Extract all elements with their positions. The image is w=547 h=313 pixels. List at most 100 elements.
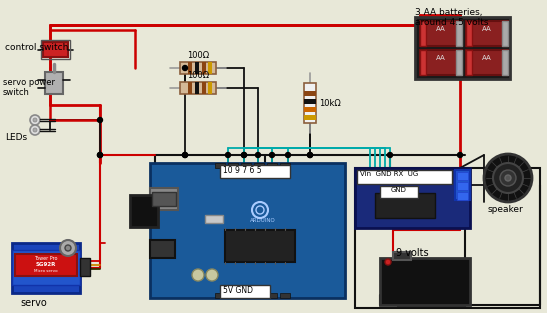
Bar	[220, 285, 270, 298]
Text: AA: AA	[482, 55, 492, 61]
Bar	[420, 50, 426, 75]
Bar	[457, 192, 468, 200]
Bar	[304, 99, 316, 104]
Bar	[188, 62, 192, 74]
Circle shape	[60, 240, 76, 256]
Bar	[150, 163, 345, 298]
Circle shape	[457, 152, 463, 157]
Circle shape	[183, 152, 188, 157]
Circle shape	[307, 152, 312, 157]
Bar	[267, 163, 277, 168]
Bar	[241, 163, 251, 168]
Circle shape	[241, 152, 247, 157]
Bar	[195, 62, 199, 74]
Bar	[45, 72, 63, 94]
Bar	[380, 258, 470, 305]
Text: 9 volts: 9 volts	[395, 248, 428, 258]
Circle shape	[97, 152, 102, 157]
Bar	[375, 193, 435, 218]
Circle shape	[183, 152, 188, 157]
Bar	[215, 293, 225, 298]
Text: LEDs: LEDs	[5, 133, 27, 142]
Circle shape	[256, 206, 264, 214]
Bar	[420, 50, 462, 75]
Bar	[466, 50, 508, 75]
Bar	[254, 163, 264, 168]
Bar	[188, 82, 192, 94]
Circle shape	[387, 152, 393, 157]
Bar	[355, 168, 540, 308]
Bar	[420, 21, 462, 46]
Bar	[355, 168, 470, 228]
Text: control switch: control switch	[5, 43, 68, 52]
Circle shape	[484, 154, 532, 202]
Text: Micro servo: Micro servo	[34, 269, 58, 273]
Circle shape	[505, 175, 511, 181]
Circle shape	[270, 152, 275, 157]
Circle shape	[241, 152, 247, 157]
Bar	[466, 21, 472, 46]
Circle shape	[192, 269, 204, 281]
Text: 5V GND: 5V GND	[223, 286, 253, 295]
Bar	[202, 82, 206, 94]
Bar	[254, 293, 264, 298]
Bar	[457, 172, 468, 180]
Circle shape	[225, 152, 230, 157]
Bar	[225, 230, 295, 262]
Bar	[393, 252, 411, 260]
Text: 100Ω: 100Ω	[187, 51, 209, 60]
Bar	[455, 170, 470, 200]
Bar	[415, 17, 510, 79]
Bar	[304, 115, 316, 120]
Circle shape	[252, 202, 268, 218]
Text: GND: GND	[391, 187, 407, 193]
Bar	[12, 250, 80, 285]
Text: AA: AA	[436, 26, 446, 32]
Circle shape	[97, 117, 102, 122]
Bar	[12, 243, 80, 293]
Bar	[456, 21, 462, 46]
Bar	[456, 50, 462, 75]
Bar	[205, 215, 223, 223]
Bar	[228, 293, 238, 298]
Text: ARDUINO: ARDUINO	[250, 218, 276, 223]
Bar	[502, 21, 508, 46]
Bar	[304, 91, 316, 96]
Bar	[502, 50, 508, 75]
Bar	[215, 163, 225, 168]
Text: Tower Pro: Tower Pro	[34, 256, 58, 261]
Circle shape	[30, 125, 40, 135]
Text: 3 AA batteries,
around 4.5 volts: 3 AA batteries, around 4.5 volts	[415, 8, 488, 28]
Circle shape	[33, 118, 37, 122]
Circle shape	[183, 65, 188, 70]
Bar	[195, 82, 199, 94]
Bar	[241, 293, 251, 298]
Bar	[43, 42, 68, 57]
Bar	[150, 240, 175, 258]
Circle shape	[255, 152, 260, 157]
Text: servo power
switch: servo power switch	[3, 78, 55, 97]
Text: 10kΩ: 10kΩ	[319, 99, 341, 107]
Bar	[228, 163, 238, 168]
Bar	[152, 192, 176, 206]
Circle shape	[500, 170, 516, 186]
Text: servo: servo	[20, 298, 46, 308]
Bar	[180, 82, 216, 94]
Circle shape	[286, 152, 290, 157]
Bar	[280, 163, 290, 168]
Text: Vin  GND RX  UG: Vin GND RX UG	[360, 171, 418, 177]
Circle shape	[307, 152, 312, 157]
Bar	[15, 254, 77, 276]
Circle shape	[33, 128, 37, 132]
Text: speaker: speaker	[487, 205, 523, 214]
Circle shape	[493, 163, 523, 193]
Bar	[420, 21, 426, 46]
Bar	[208, 62, 212, 74]
Bar	[304, 107, 316, 112]
Bar	[208, 82, 212, 94]
Circle shape	[65, 245, 71, 251]
Circle shape	[97, 152, 102, 157]
Text: SG92R: SG92R	[36, 262, 56, 267]
Bar	[304, 83, 316, 123]
Circle shape	[385, 259, 391, 265]
